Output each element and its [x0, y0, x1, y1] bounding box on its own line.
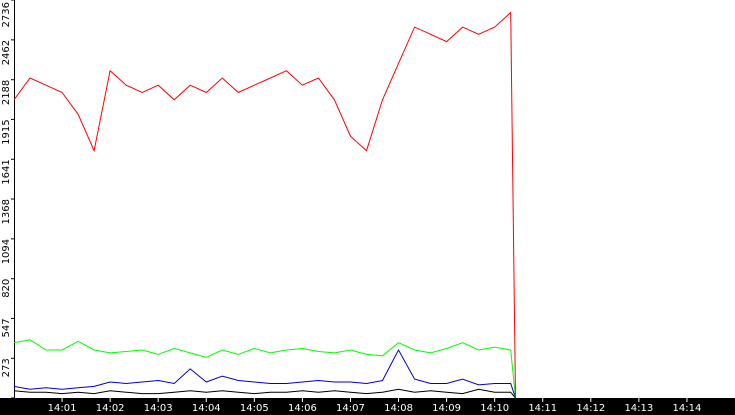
- x-tick-label: 14:10: [480, 403, 509, 414]
- x-tick-label: 14:02: [96, 403, 125, 414]
- x-tick-label: 14:04: [192, 403, 221, 414]
- y-tick-label: 1915: [1, 119, 12, 144]
- series-line: [13, 348, 516, 399]
- series-line: [13, 339, 516, 399]
- y-tick-label: 2188: [1, 80, 12, 105]
- y-tick-label: 1641: [1, 159, 12, 184]
- y-tick-label: 820: [1, 279, 12, 298]
- x-tick-label: 14:12: [576, 403, 605, 414]
- x-tick-label: 14:11: [528, 403, 557, 414]
- x-axis-bar: [0, 398, 735, 415]
- x-tick-label: 14:01: [48, 403, 77, 414]
- y-tick-label: 1094: [1, 239, 12, 264]
- x-tick-label: 14:09: [432, 403, 461, 414]
- y-tick-label: 2462: [1, 40, 12, 65]
- x-tick-label: 14:06: [288, 403, 317, 414]
- x-tick-label: 14:03: [144, 403, 173, 414]
- x-tick-label: 14:13: [624, 403, 653, 414]
- y-tick-label: 2736: [1, 2, 12, 27]
- x-tick-label: 14:14: [673, 403, 702, 414]
- x-tick-label: 14:08: [384, 403, 413, 414]
- x-tick-label: 14:07: [336, 403, 365, 414]
- y-tick-label: 273: [1, 358, 12, 377]
- y-tick-label: 1368: [1, 199, 12, 224]
- series-line: [13, 388, 516, 399]
- x-tick-label: 14:05: [240, 403, 269, 414]
- y-tick-label: 547: [1, 318, 12, 337]
- series-line: [13, 11, 516, 399]
- y-tick-label: 0: [1, 398, 12, 404]
